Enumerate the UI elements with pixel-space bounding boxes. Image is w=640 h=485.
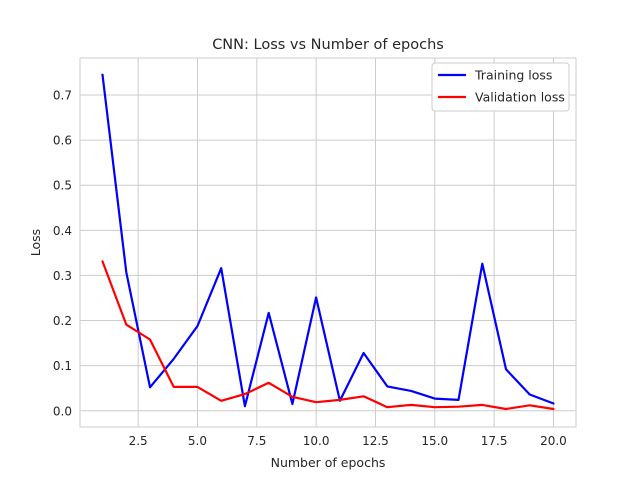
y-tick-label: 0.6 — [53, 134, 72, 148]
y-tick-label: 0.3 — [53, 269, 72, 283]
y-tick-label: 0.2 — [53, 314, 72, 328]
y-tick-label: 0.7 — [53, 88, 72, 102]
tick-labels: 2.5 5.0 7.5 10.0 12.5 15.0 17.5 20.0 0.0 0.1 0.2 0.… — [53, 88, 567, 448]
y-axis-title: Loss — [28, 229, 43, 256]
chart-title: CNN: Loss vs Number of epochs — [212, 37, 444, 53]
x-tick-label: 2.5 — [129, 434, 148, 448]
legend: Training loss Validation loss — [431, 62, 570, 112]
x-tick-label: 17.5 — [481, 434, 508, 448]
y-tick-label: 0.4 — [53, 224, 72, 238]
x-tick-label: 12.5 — [362, 434, 389, 448]
x-tick-label: 15.0 — [421, 434, 448, 448]
plot-frame — [79, 57, 577, 428]
y-tick-label: 0.0 — [53, 404, 72, 418]
x-tick-label: 10.0 — [303, 434, 330, 448]
x-tick-label: 5.0 — [188, 434, 207, 448]
x-axis-title: Number of epochs — [271, 455, 386, 470]
x-tick-label: 20.0 — [540, 434, 567, 448]
series-lines — [101, 73, 555, 411]
series-line-validation-loss — [101, 260, 555, 411]
legend-label-training-loss: Training loss — [474, 68, 552, 83]
legend-box — [431, 62, 570, 112]
legend-label-validation-loss: Validation loss — [475, 90, 565, 105]
series-line-training-loss — [101, 73, 555, 408]
grid — [80, 58, 576, 427]
y-tick-label: 0.5 — [53, 179, 72, 193]
x-tick-label: 7.5 — [247, 434, 266, 448]
y-tick-label: 0.1 — [53, 359, 72, 373]
